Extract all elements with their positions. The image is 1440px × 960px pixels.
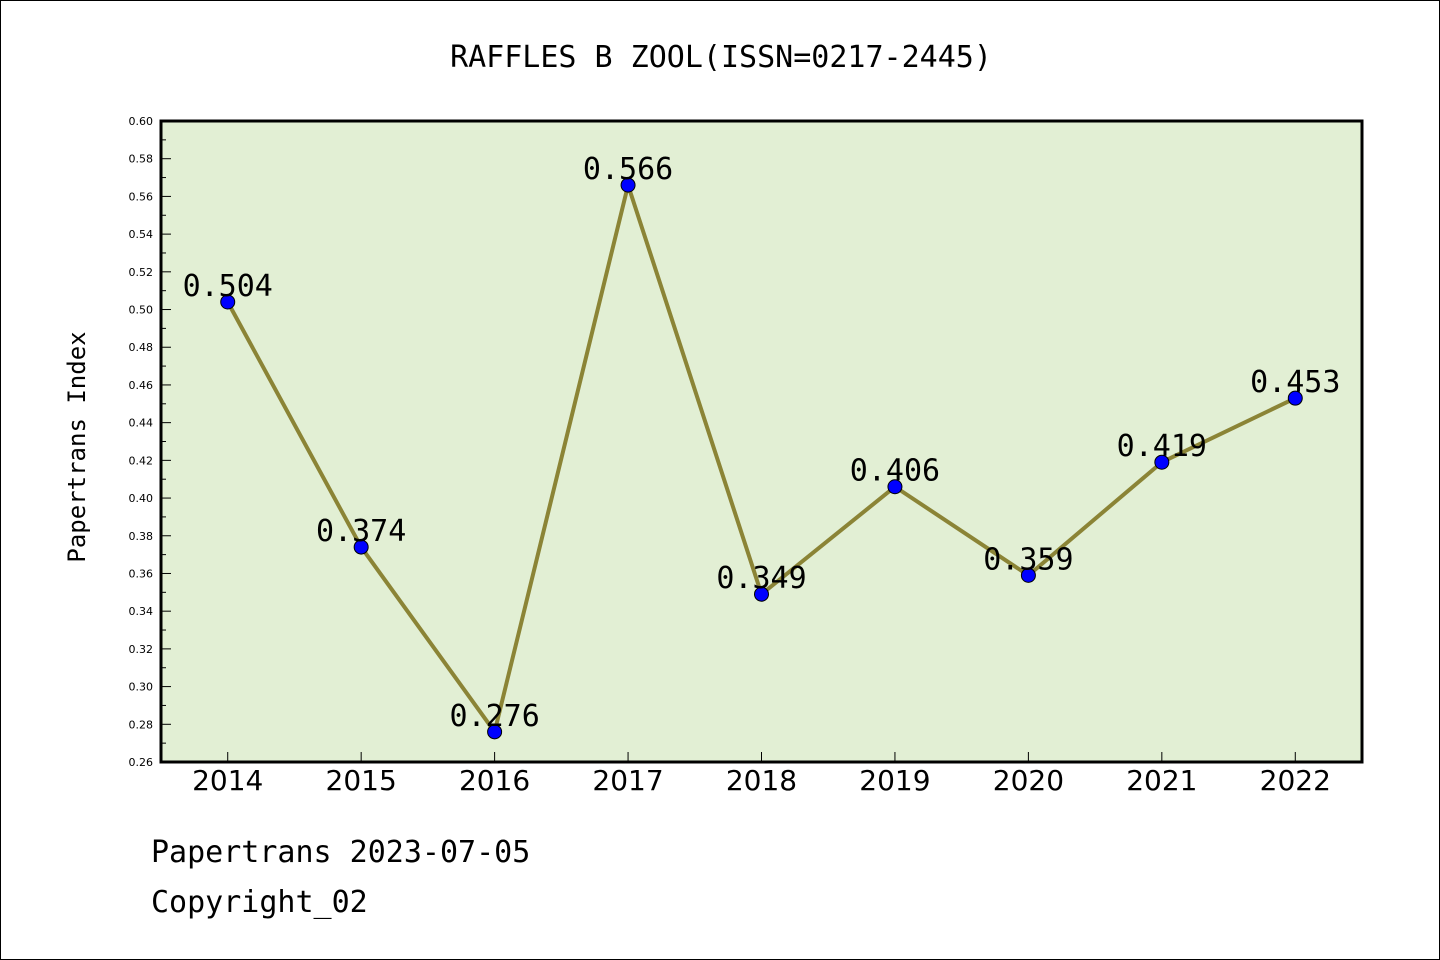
y-tick-label: 0.52 [129,266,154,279]
y-tick-label: 0.48 [129,341,154,354]
x-tick-label: 2016 [459,764,530,797]
x-tick-label: 2018 [726,764,797,797]
data-point [1287,390,1303,406]
y-tick-label: 0.40 [129,492,154,505]
y-tick-label: 0.34 [129,605,154,618]
data-point [1154,454,1170,470]
x-tick-label: 2022 [1260,764,1331,797]
data-point [620,177,636,193]
chart-title: RAFFLES B ZOOL(ISSN=0217-2445) [450,40,992,75]
data-point [1020,567,1036,583]
data-label: 0.349 [716,561,806,596]
data-point [887,479,903,495]
y-tick-label: 0.26 [129,756,154,769]
data-label: 0.406 [850,454,940,489]
data-label: 0.453 [1250,365,1340,400]
data-label: 0.359 [983,542,1073,577]
y-tick-label: 0.46 [129,379,154,392]
data-label: 0.374 [316,514,406,549]
y-tick-label: 0.28 [129,718,154,731]
plot-area: 0.26 0.28 0.30 0.32 0.34 0.36 0.38 0.40 0.42 0.44… [129,115,1364,797]
data-label: 0.566 [583,152,673,187]
y-tick-label: 0.60 [129,115,154,128]
y-axis-label: Papertrans Index [63,331,91,562]
y-tick-label: 0.54 [129,228,154,241]
data-label: 0.419 [1117,429,1207,464]
data-point [487,724,503,740]
y-tick-label: 0.44 [129,417,154,430]
data-label: 0.504 [183,269,273,304]
data-label: 0.276 [449,699,539,734]
x-tick-label: 2014 [192,764,263,797]
y-tick-label: 0.30 [129,681,154,694]
plot-background [161,121,1362,762]
y-tick-label: 0.38 [129,530,154,543]
data-point [754,586,769,602]
footer-date: Papertrans 2023-07-05 [151,835,531,870]
y-tick-label: 0.58 [129,153,154,166]
y-tick-label: 0.36 [129,567,154,580]
data-point [220,294,236,310]
x-tick-label: 2019 [859,764,930,797]
y-tick-label: 0.42 [129,454,154,467]
y-tick-label: 0.50 [129,304,154,317]
footer-copyright: Copyright_02 [151,885,368,920]
x-tick-label: 2015 [326,764,397,797]
y-tick-label: 0.56 [129,190,154,203]
x-tick-label: 2021 [1126,764,1197,797]
x-tick-label: 2020 [993,764,1064,797]
data-point [353,539,369,555]
x-tick-label: 2017 [592,764,663,797]
y-tick-label: 0.32 [129,643,154,656]
plot-border [159,119,1364,764]
